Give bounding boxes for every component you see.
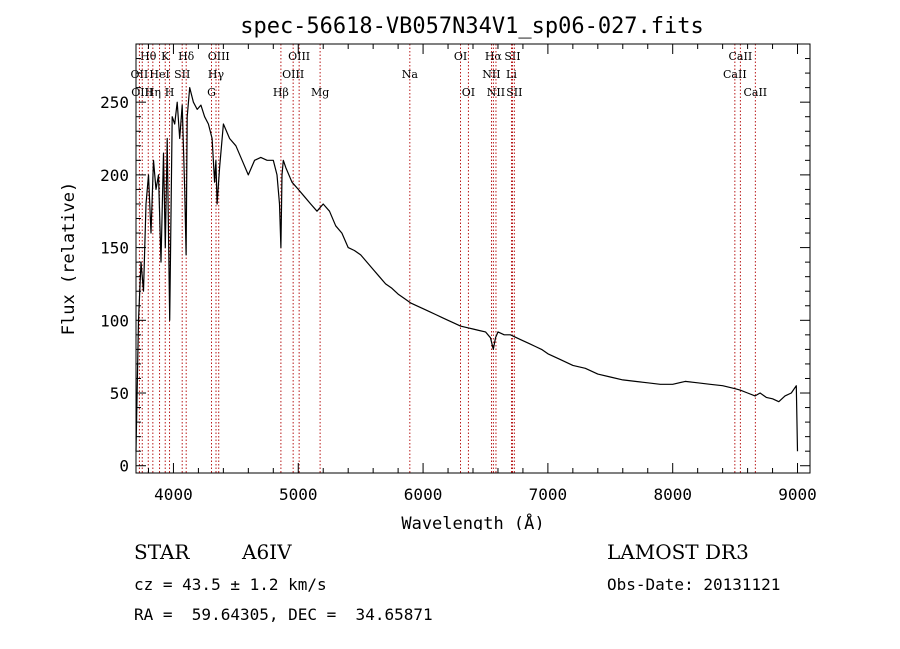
line-label: K — [161, 50, 170, 63]
line-label: CaII — [743, 86, 767, 99]
line-label: SII — [174, 68, 190, 81]
y-tick-label: 50 — [110, 384, 129, 403]
line-label: OIII — [282, 68, 304, 81]
line-label: Hδ — [178, 50, 195, 63]
line-label: Hη — [145, 86, 161, 99]
coordinates: RA = 59.64305, DEC = 34.65871 — [134, 605, 433, 624]
line-label: SII — [504, 50, 520, 63]
line-label: Hβ — [273, 86, 289, 99]
spectrum-chart: spec-56618-VB057N34V1_sp06-027.fits Hθ OII… — [59, 14, 817, 530]
line-label: CaII — [723, 68, 747, 81]
x-tick-label: 4000 — [154, 485, 193, 504]
line-label: NII — [487, 86, 505, 99]
y-tick-label: 200 — [100, 166, 129, 185]
line-label: H — [165, 86, 175, 99]
x-tick-label: 8000 — [653, 485, 692, 504]
line-label: OI — [462, 86, 475, 99]
line-label: OII — [131, 68, 149, 81]
x-tick-label: 9000 — [778, 485, 817, 504]
x-tick-label: 5000 — [279, 485, 318, 504]
y-tick-label: 150 — [100, 239, 129, 258]
plot-frame — [135, 43, 811, 474]
line-label: CaII — [729, 50, 753, 63]
line-label: G — [207, 86, 216, 99]
line-label: OIII — [131, 86, 153, 99]
y-tick-label: 100 — [100, 311, 129, 330]
line-label: Hγ — [208, 68, 225, 81]
line-label: NII — [482, 68, 500, 81]
line-label: HeI — [149, 68, 169, 81]
line-label: Hθ — [140, 50, 157, 63]
y-tick-label: 250 — [100, 93, 129, 112]
spectrum-line — [135, 86, 799, 452]
line-label: Hα — [485, 50, 503, 63]
spectral-type: A6IV — [242, 540, 292, 564]
observation-date: Obs-Date: 20131121 — [607, 575, 781, 594]
line-label: OIII — [288, 50, 310, 63]
redshift-velocity: cz = 43.5 ± 1.2 km/s — [134, 575, 327, 594]
line-label: Na — [402, 68, 419, 81]
y-axis-label: Flux (relative) — [59, 182, 79, 336]
line-label: OI — [454, 50, 467, 63]
y-tick-label: 0 — [119, 457, 129, 476]
chart-title: spec-56618-VB057N34V1_sp06-027.fits — [240, 14, 704, 39]
x-tick-label: 6000 — [404, 485, 443, 504]
survey-name: LAMOST DR3 — [607, 540, 749, 564]
line-label: SII — [506, 86, 522, 99]
line-label: Mg — [311, 86, 329, 99]
x-axis-label: Wavelength (Å) — [401, 512, 544, 530]
object-class: STAR — [134, 540, 190, 564]
line-label: Li — [506, 68, 517, 81]
line-label: OIII — [208, 50, 230, 63]
x-tick-label: 7000 — [529, 485, 568, 504]
